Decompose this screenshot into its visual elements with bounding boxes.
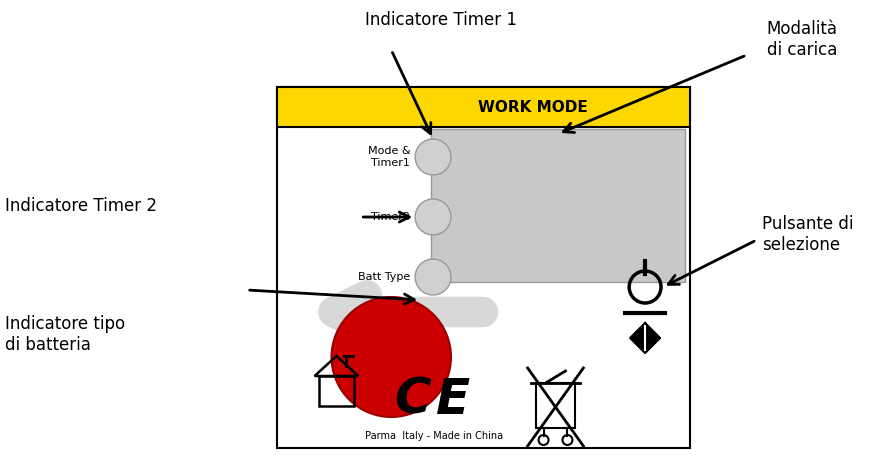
- Text: C: C: [394, 376, 431, 424]
- Circle shape: [415, 259, 451, 295]
- Text: WORK MODE: WORK MODE: [477, 100, 587, 115]
- Circle shape: [332, 297, 451, 417]
- Text: Batt Type: Batt Type: [358, 272, 410, 282]
- Text: Modalità
di carica: Modalità di carica: [766, 20, 837, 59]
- Text: Indicatore Timer 2: Indicatore Timer 2: [5, 197, 157, 215]
- Circle shape: [415, 139, 451, 175]
- Polygon shape: [630, 323, 660, 353]
- Bar: [431, 129, 684, 282]
- Text: Indicatore tipo
di batteria: Indicatore tipo di batteria: [5, 315, 125, 354]
- Text: Timer2: Timer2: [371, 212, 410, 222]
- Text: E: E: [436, 376, 469, 424]
- Text: Mode &
Timer1: Mode & Timer1: [367, 146, 410, 168]
- Text: Indicatore Timer 1: Indicatore Timer 1: [365, 11, 517, 29]
- Bar: [276, 87, 689, 448]
- Bar: [276, 87, 689, 127]
- Text: Parma  Italy - Made in China: Parma Italy - Made in China: [364, 431, 503, 441]
- Bar: [535, 383, 574, 428]
- Text: Pulsante di
selezione: Pulsante di selezione: [760, 215, 852, 254]
- Bar: [318, 376, 354, 406]
- Circle shape: [415, 199, 451, 235]
